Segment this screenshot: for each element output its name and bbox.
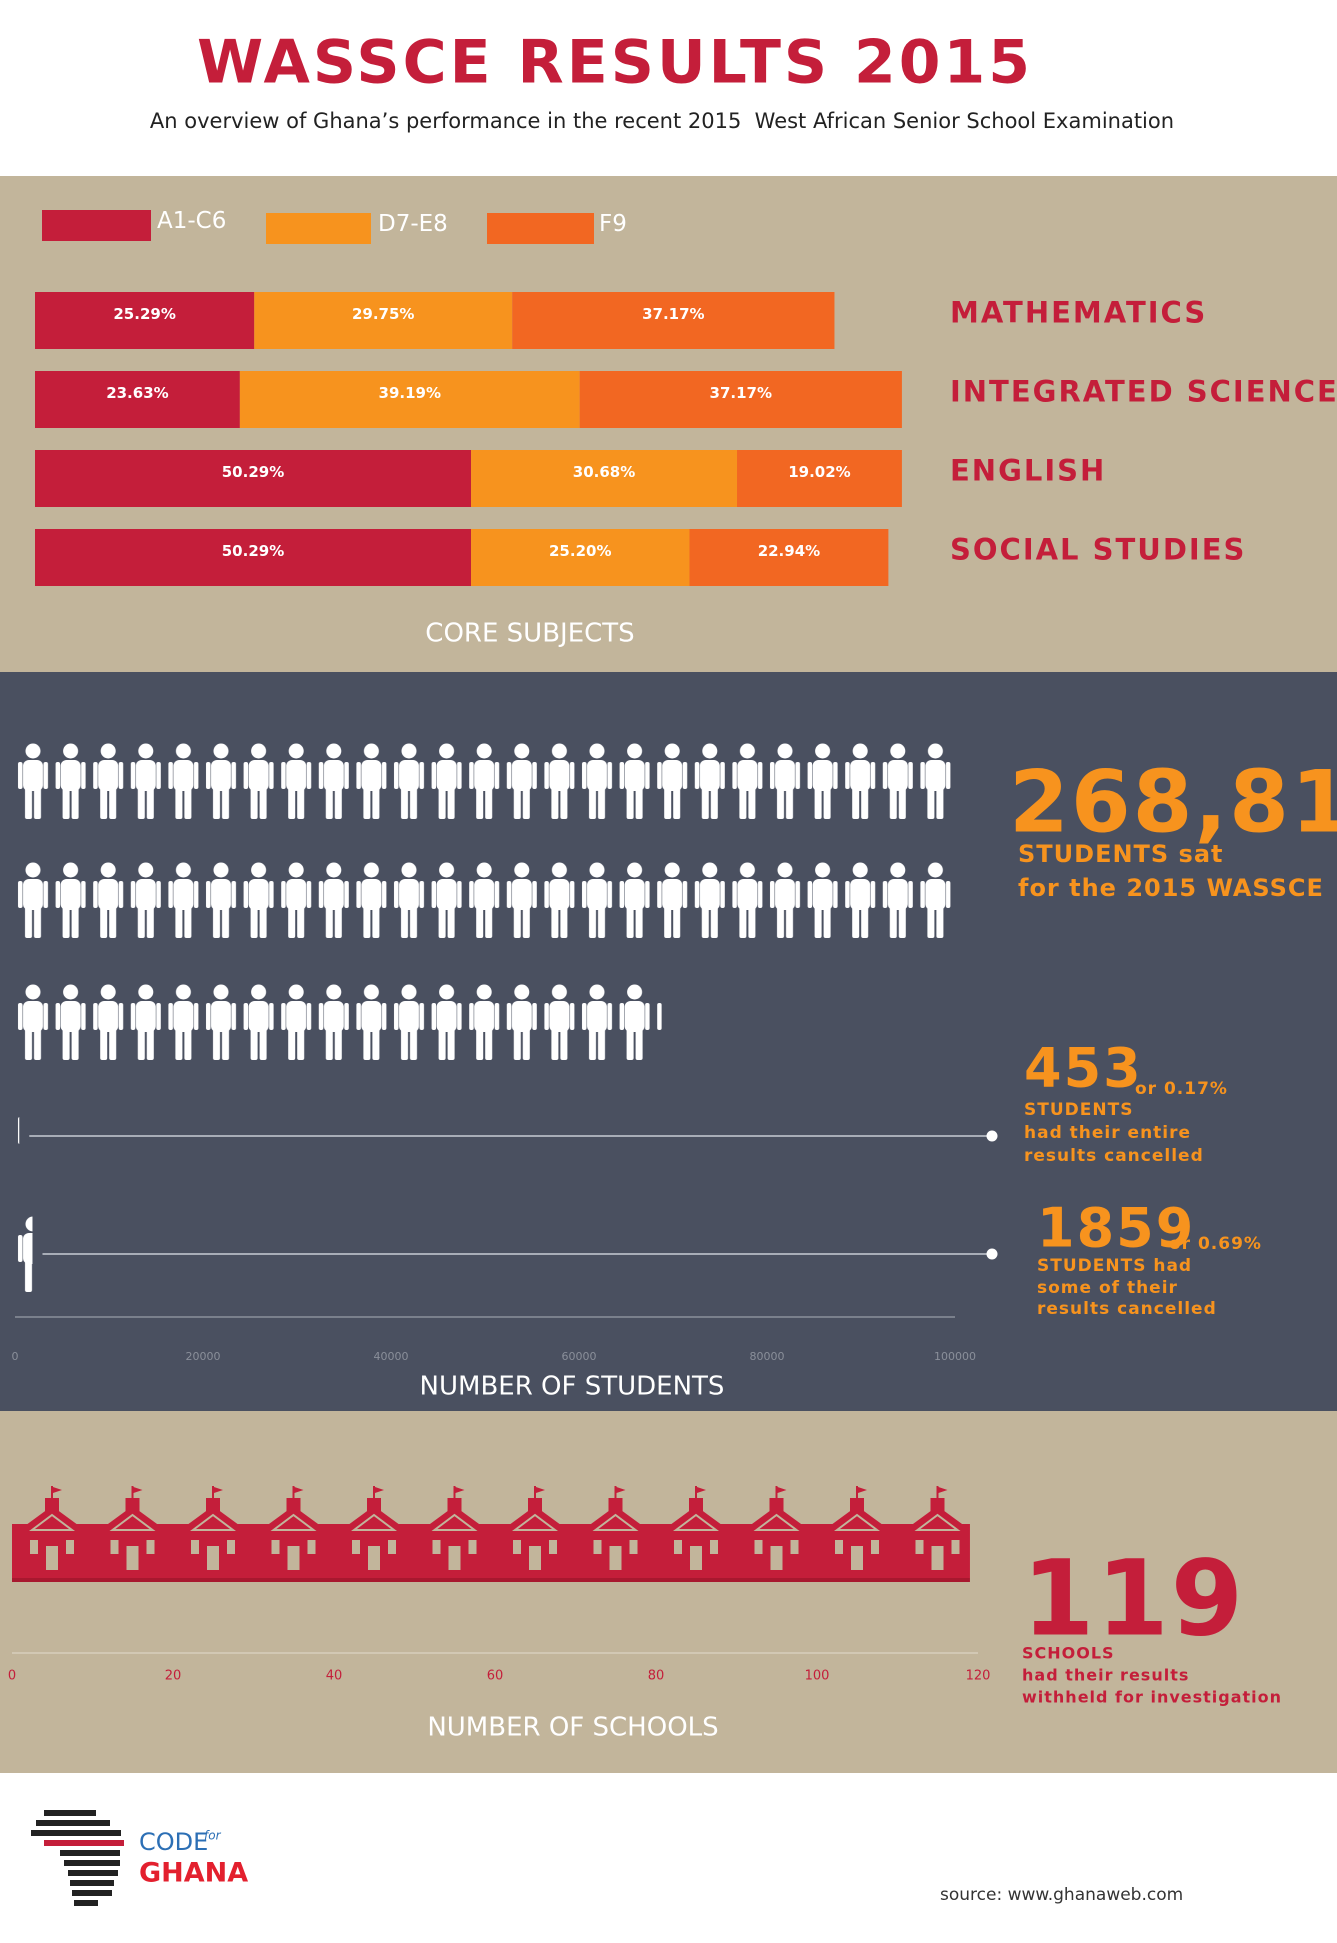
icons — [15, 984, 662, 1060]
annotation: results cancelled — [1024, 1146, 1204, 1166]
big-number: 1859 — [1037, 1197, 1195, 1260]
x-tick-label: 80000 — [750, 1350, 785, 1363]
icons — [15, 862, 955, 938]
bar-segment — [239, 371, 580, 428]
legend-swatch — [487, 213, 594, 244]
bar-value-label: 25.29% — [113, 305, 175, 323]
big-number: 453 — [1024, 1037, 1143, 1100]
big-number: 268,812 — [1009, 752, 1337, 852]
logo-code: CODE — [139, 1828, 208, 1856]
annotation: or 0.69% — [1169, 1234, 1262, 1254]
x-tick-label: 60000 — [562, 1350, 597, 1363]
annotation: some of their — [1037, 1278, 1178, 1298]
icon-row — [15, 743, 955, 819]
annotation: STUDENTS sat — [1018, 840, 1224, 868]
bar-value-label: 19.02% — [788, 463, 850, 481]
legend-label: D7-E8 — [378, 211, 448, 237]
x-tick-label: 0 — [12, 1350, 19, 1363]
bar-segment — [254, 292, 513, 349]
subject-label: INTEGRATED SCIENCE — [950, 375, 1337, 409]
bar-value-label: 25.20% — [549, 542, 611, 560]
big-number: 119 — [1022, 1537, 1245, 1659]
bar-segment — [35, 529, 472, 586]
title: WASSCE RESULTS 2015 — [197, 28, 1033, 98]
annotation: for the 2015 WASSCE — [1018, 874, 1324, 902]
header-bg — [0, 0, 1337, 176]
bar-segment — [35, 371, 240, 428]
x-tick-label: 120 — [966, 1669, 991, 1684]
icons — [15, 1216, 33, 1292]
icons — [15, 743, 955, 819]
annotation: withheld for investigation — [1022, 1688, 1282, 1707]
x-tick-label: 80 — [648, 1669, 665, 1684]
icon-row — [15, 1216, 33, 1292]
x-tick-label: 60 — [487, 1669, 504, 1684]
logo-for: for — [204, 1829, 222, 1843]
subject-label: SOCIAL STUDIES — [950, 533, 1246, 567]
x-axis-label: NUMBER OF STUDENTS — [420, 1372, 725, 1402]
pictogram-value — [15, 743, 955, 1060]
x-tick-label: 100 — [805, 1669, 830, 1684]
x-axis-label: NUMBER OF SCHOOLS — [427, 1713, 718, 1743]
source: source: www.ghanaweb.com — [940, 1885, 1183, 1905]
leader-dot — [986, 1130, 998, 1142]
bar-value-label: 23.63% — [106, 384, 168, 402]
bar-segment — [35, 450, 472, 507]
bar-value-label: 50.29% — [222, 542, 284, 560]
bar-segment — [471, 529, 690, 586]
bar-segment — [471, 450, 738, 507]
subject-label: ENGLISH — [950, 454, 1106, 488]
subject-label: MATHEMATICS — [950, 296, 1207, 330]
annotation: had their results — [1022, 1666, 1189, 1685]
annotation: STUDENTS — [1024, 1100, 1133, 1120]
pictogram-value — [15, 1216, 33, 1292]
x-tick-label: 40000 — [374, 1350, 409, 1363]
legend-swatch — [42, 210, 151, 241]
bar-value-label: 30.68% — [573, 463, 635, 481]
bar-segment — [579, 371, 902, 428]
subtitle: An overview of Ghana’s performance in th… — [150, 109, 1174, 133]
pictogram-value — [12, 1486, 970, 1582]
icon-row — [15, 1098, 20, 1174]
bar-segment — [689, 529, 889, 586]
icons — [12, 1486, 970, 1582]
bar-segment — [512, 292, 835, 349]
icon-row — [12, 1486, 970, 1582]
logo — [31, 1810, 124, 1906]
x-tick-label: 20000 — [186, 1350, 221, 1363]
leader-dot — [986, 1248, 998, 1260]
icons — [15, 1098, 20, 1174]
annotation: STUDENTS had — [1037, 1256, 1192, 1276]
pictogram-value — [15, 1098, 20, 1174]
legend-label: F9 — [599, 211, 627, 237]
x-tick-label: 100000 — [934, 1350, 976, 1363]
bar-value-label: 37.17% — [710, 384, 772, 402]
bar-value-label: 37.17% — [642, 305, 704, 323]
logo-ghana: GHANA — [139, 1858, 248, 1889]
legend-label: A1-C6 — [157, 208, 226, 234]
footer-bg — [0, 1773, 1337, 1943]
annotation: or 0.17% — [1135, 1079, 1228, 1099]
annotation: results cancelled — [1037, 1299, 1217, 1319]
bar-value-label: 39.19% — [379, 384, 441, 402]
annotation: had their entire — [1024, 1123, 1191, 1143]
chart-title: CORE SUBJECTS — [425, 619, 634, 649]
bar-segment — [737, 450, 902, 507]
x-tick-label: 0 — [8, 1669, 16, 1684]
bar-value-label: 50.29% — [222, 463, 284, 481]
bar-value-label: 29.75% — [352, 305, 414, 323]
bar-value-label: 22.94% — [758, 542, 820, 560]
icon-row — [15, 862, 955, 938]
bar-segment — [35, 292, 255, 349]
x-tick-label: 40 — [326, 1669, 343, 1684]
icon-row — [15, 984, 662, 1060]
annotation: SCHOOLS — [1022, 1644, 1115, 1663]
x-tick-label: 20 — [165, 1669, 182, 1684]
schools-bg — [0, 1411, 1337, 1773]
legend-swatch — [266, 213, 371, 244]
